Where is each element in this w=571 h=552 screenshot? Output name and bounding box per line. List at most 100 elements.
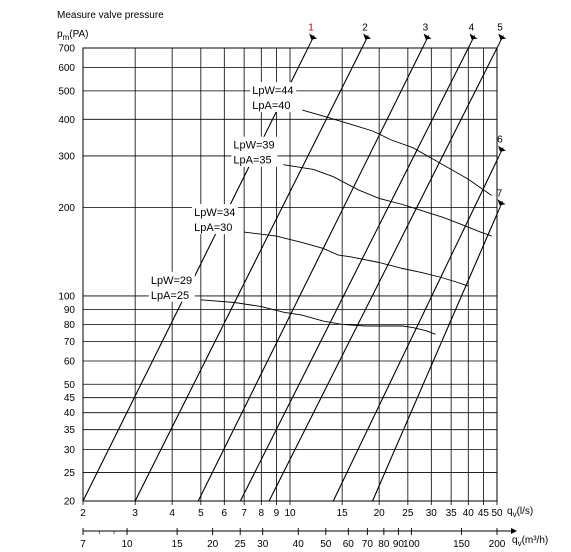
diagonal-line-7: [372, 213, 498, 502]
diagonal-label-2: 2: [362, 22, 368, 33]
grid: [82, 47, 498, 502]
x-axis-label-m3h-unit: (m³/h): [522, 535, 549, 546]
x-tick-label-ls: 5: [198, 508, 204, 519]
diagonal-line-2: [134, 47, 363, 502]
diagonal-label-7: 7: [497, 188, 503, 199]
x-tick-label-m3h: 90: [393, 539, 405, 550]
y-tick-label: 500: [58, 86, 75, 97]
y-tick-label: 70: [64, 337, 76, 348]
x-tick-label-m3h: 30: [257, 539, 269, 550]
y-tick-label: 200: [58, 203, 75, 214]
y-tick-label: 600: [58, 63, 75, 74]
y-axis-label-sub: m: [63, 33, 70, 42]
x-tick-label-m3h: 150: [453, 539, 470, 550]
x-tick-label-m3h: 200: [489, 539, 506, 550]
x-tick-label-m3h: 80: [378, 539, 390, 550]
series-label-bg-2: [231, 136, 278, 167]
y-tick-label: 80: [64, 320, 76, 331]
x-tick-label-m3h: 40: [293, 539, 305, 550]
data-series: LpW=44 LpA=40 LpW=39 LpA=35 LpW=34 LpA=30 LpW=…: [148, 82, 492, 335]
y-tick-label: 60: [64, 357, 76, 368]
diagonal-label-4: 4: [469, 22, 475, 33]
x-tick-label-m3h: 25: [235, 539, 247, 550]
x-tick-label-ls: 3: [132, 508, 138, 519]
y-tick-label: 25: [64, 468, 76, 479]
diagonal-arrowhead-5: [498, 33, 507, 40]
y-tick-label: 100: [58, 291, 75, 302]
x-tick-label-m3h: 15: [172, 539, 184, 550]
y-axis-label-unit: (PA): [69, 29, 88, 40]
x-tick-label-m3h: 20: [207, 539, 219, 550]
x-tick-label-ls: 25: [402, 508, 414, 519]
y-axis-label-main: p: [57, 29, 63, 40]
x-tick-label-ls: 10: [284, 508, 296, 519]
x-tick-label-ls: 45: [478, 508, 490, 519]
y-tick-label: 20: [64, 497, 76, 508]
x-tick-label-m3h: 70: [362, 539, 374, 550]
series-line-1: [302, 109, 492, 196]
series-label-bottom-4: LpA=25: [151, 290, 189, 302]
x-tick-label-m3h: 7: [80, 539, 86, 550]
chart-title: Measure valve pressure: [57, 10, 164, 21]
y-tick-label: 30: [64, 445, 76, 456]
series-label-bottom-1: LpA=40: [252, 100, 290, 112]
diagonal-arrowhead-6: [498, 145, 507, 152]
series-line-2: [283, 164, 492, 237]
x-tick-label-ls: 2: [80, 508, 86, 519]
x-tick-label-ls: 35: [446, 508, 458, 519]
diagonal-line-1: [82, 47, 309, 502]
diagonal-line-4: [239, 47, 469, 502]
x-tick-label-m3h: 10: [121, 539, 133, 550]
series-label-bg-3: [192, 204, 239, 235]
x-tick-label-ls: 4: [169, 508, 175, 519]
x-tick-label-ls: 40: [463, 508, 475, 519]
x-tick-label-ls: 7: [241, 508, 247, 519]
x-axis-label-ls: qv(l/s): [507, 506, 533, 519]
diagonal-lines: 1 2 3 4 5 6 7: [82, 22, 507, 502]
diagonal-line-5: [268, 47, 498, 502]
axes: 2025303540455060708090100200300400500600…: [58, 44, 517, 550]
x-axis-m3h-arrow: [511, 528, 517, 534]
x-tick-label-m3h: 50: [320, 539, 332, 550]
diagonal-line-6: [332, 160, 498, 502]
series-label-top-4: LpW=29: [151, 275, 192, 287]
series-label-top-1: LpW=44: [252, 85, 293, 97]
y-tick-label: 45: [64, 393, 76, 404]
x-axis-label-ls-sub: v: [513, 510, 517, 519]
diagonal-label-1: 1: [308, 22, 314, 33]
series-label-top-2: LpW=39: [233, 140, 274, 152]
diagonal-arrowhead-3: [423, 33, 432, 40]
x-tick-label-ls: 15: [337, 508, 349, 519]
x-tick-label-ls: 6: [222, 508, 228, 519]
diagonal-label-6: 6: [497, 135, 503, 146]
y-axis-label: pm(PA): [57, 29, 89, 42]
y-tick-label: 90: [64, 305, 76, 316]
diagonal-arrowhead-1: [309, 33, 318, 40]
series-line-3: [244, 231, 469, 287]
y-tick-label: 40: [64, 408, 76, 419]
y-tick-label: 50: [64, 380, 76, 391]
diagonal-label-3: 3: [423, 22, 429, 33]
x-axis-label-ls-unit: (l/s): [517, 506, 534, 517]
series-label-top-3: LpW=34: [194, 207, 235, 219]
series-label-bg-4: [148, 271, 195, 302]
x-tick-label-ls: 30: [426, 508, 438, 519]
diagonal-arrowhead-7: [497, 199, 506, 206]
x-tick-label-ls: 8: [259, 508, 265, 519]
x-tick-label-ls: 20: [374, 508, 386, 519]
diagonal-line-3: [197, 47, 423, 502]
y-tick-label: 35: [64, 425, 76, 436]
series-label-bottom-3: LpA=30: [194, 222, 232, 234]
diagonal-label-5: 5: [497, 22, 503, 33]
x-tick-label-ls: 9: [274, 508, 280, 519]
x-axis-label-m3h: qv(m³/h): [512, 535, 548, 548]
x-axis-label-m3h-sub: v: [518, 539, 522, 548]
y-tick-label: 300: [58, 151, 75, 162]
diagonal-arrowhead-2: [363, 33, 372, 40]
y-tick-label: 700: [58, 44, 75, 55]
y-tick-label: 400: [58, 115, 75, 126]
x-tick-label-m3h: 60: [343, 539, 355, 550]
diagonal-arrowhead-4: [469, 33, 478, 40]
series-label-bottom-2: LpA=35: [233, 155, 271, 167]
